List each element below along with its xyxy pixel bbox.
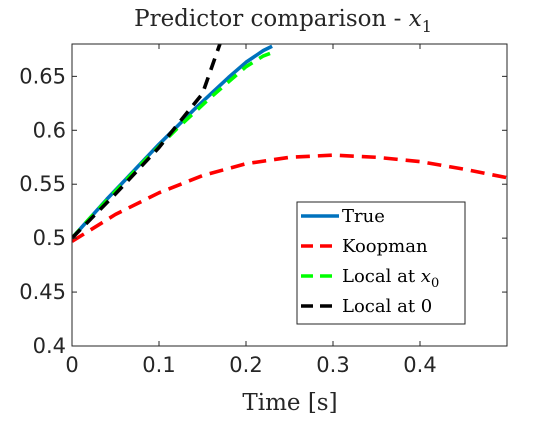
series-line-koopman [72,153,507,243]
legend-box [296,201,466,325]
y-tick-label: 0.6 [33,118,66,142]
x-tick-label: 0.3 [316,353,349,377]
x-tick-label: 0.1 [142,353,175,377]
ticks-layer: 0 0.1 0.2 0.3 0.4 0.4 0.45 0.5 0.55 0.6 0.65 [19,44,507,377]
x-tick-label: 0.2 [229,353,262,377]
chart-title: Predictor comparison - x1 [134,6,432,36]
x-tick-label: 0 [65,353,78,377]
y-tick-label: 0.5 [33,226,66,250]
y-tick-label: 0.65 [19,64,66,88]
legend-entry-label: Koopman [342,236,428,257]
axes-box [71,43,508,347]
series-line-true [72,44,273,240]
chart-title-text: Predictor comparison - [134,6,409,32]
chart-title-subscript: 1 [422,17,432,36]
x-axis-label: Time [s] [242,390,337,416]
x-tick-label: 0.4 [403,353,436,377]
series-layer [72,44,507,243]
axes-layer [71,43,508,347]
legend-entry-label: Local at 0 [342,296,432,317]
legend: True Koopman Local at x0 Local at 0 [296,201,466,325]
y-tick-label: 0.45 [19,280,66,304]
chart-title-math: x [409,6,422,32]
series-line-local-at-0 [72,44,222,240]
legend-entry-label: Local at x0 [342,266,439,291]
y-tick-label: 0.55 [19,172,66,196]
legend-entry-label: True [342,206,385,227]
y-tick-label: 0.4 [33,334,66,358]
